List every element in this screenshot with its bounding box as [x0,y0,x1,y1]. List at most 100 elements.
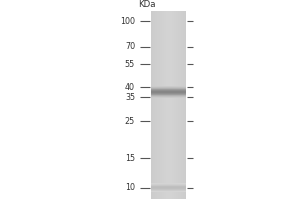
Bar [152,88,186,89]
Bar [152,91,186,93]
Bar [168,11,169,199]
Bar [152,183,186,184]
Bar [159,11,160,199]
Bar [152,188,186,190]
Bar [152,91,186,92]
Bar [152,166,186,169]
Text: 15: 15 [125,154,135,163]
Bar [152,105,186,108]
Bar [152,39,186,42]
Bar [152,20,186,23]
Bar [152,143,186,145]
Bar [152,56,186,58]
Bar [152,190,186,192]
Bar [152,25,186,28]
Bar [152,28,186,30]
Bar [152,46,186,49]
Bar [152,70,186,72]
Bar [152,13,186,16]
Bar [184,11,185,199]
Bar [152,157,186,159]
Bar [152,126,186,129]
Bar [152,86,186,89]
Bar [181,11,182,199]
Bar [152,51,186,53]
Bar [152,77,186,79]
Bar [152,103,186,105]
Text: 25: 25 [125,117,135,126]
Bar [152,96,186,98]
Bar [177,11,178,199]
Bar [152,188,186,189]
Bar [180,11,181,199]
Bar [163,11,164,199]
Bar [152,60,186,63]
Bar [152,86,186,87]
Bar [171,11,172,199]
Bar [178,11,179,199]
Bar [152,140,186,143]
Bar [152,37,186,39]
Bar [152,16,186,18]
Bar [152,30,186,32]
Bar [152,164,186,166]
Bar [152,32,186,35]
Bar [155,11,156,199]
Bar [152,178,186,180]
Bar [152,18,186,20]
Bar [152,112,186,115]
Bar [152,159,186,162]
Bar [152,197,186,199]
Text: 10: 10 [125,183,135,192]
Bar [152,11,186,13]
Bar [167,11,168,199]
Bar [152,192,186,195]
Bar [158,11,159,199]
Bar [152,93,186,96]
Bar [152,176,186,178]
Bar [179,11,180,199]
Bar [174,11,175,199]
Bar [152,138,186,140]
Bar [152,155,186,157]
Bar [152,65,186,68]
Bar [152,110,186,112]
Bar [152,185,186,186]
Bar [152,63,186,65]
Bar [152,95,186,96]
Bar [152,187,186,188]
Bar [152,79,186,82]
Bar [152,94,186,95]
Bar [152,124,186,126]
Bar [173,11,174,199]
Bar [152,145,186,148]
Bar [160,11,161,199]
Bar [152,195,186,197]
Bar [152,53,186,56]
Text: 40: 40 [125,83,135,92]
Bar [156,11,157,199]
Bar [152,93,186,94]
Bar [152,184,186,185]
Bar [152,87,186,88]
Bar [152,169,186,171]
Bar [165,11,166,199]
Bar [164,11,165,199]
Bar [152,133,186,136]
Bar [172,11,173,199]
Bar [152,190,186,191]
Bar [170,11,171,199]
Text: 100: 100 [120,17,135,26]
Bar [152,23,186,25]
Bar [152,119,186,122]
Bar [152,35,186,37]
Bar [152,44,186,46]
Bar [152,92,186,93]
Bar [152,108,186,110]
Bar [152,122,186,124]
Bar [152,90,186,91]
Bar [152,115,186,117]
Bar [152,191,186,192]
Bar [162,11,163,199]
Bar [185,11,186,199]
